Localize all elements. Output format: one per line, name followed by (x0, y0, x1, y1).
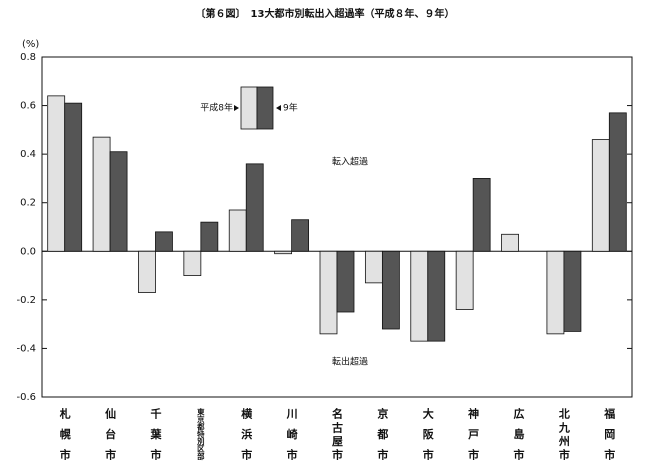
legend-label: 9年 (283, 102, 298, 114)
bar (608, 112, 627, 252)
x-tick-label: 福岡市 (603, 407, 617, 470)
bar (472, 178, 491, 252)
bar (336, 250, 355, 313)
bar (427, 250, 446, 342)
y-tick-label: -0.2 (16, 295, 36, 306)
y-tick-label: 0.6 (20, 101, 36, 112)
bar (138, 250, 156, 293)
x-tick-label: 北九州市 (557, 407, 571, 463)
y-tick-label: 0.0 (20, 246, 36, 257)
bar (319, 250, 338, 335)
bar (591, 139, 610, 252)
x-tick-label: 札幌市 (58, 407, 72, 470)
x-tick-label: 名古屋市 (331, 407, 344, 463)
plot-frame (41, 56, 633, 398)
x-tick-label: 広島市 (512, 407, 525, 470)
y-axis-label: (%) (22, 39, 39, 50)
legend-arrow (234, 105, 239, 111)
bar (155, 231, 173, 252)
y-tick-label: -0.6 (16, 392, 36, 403)
bar (228, 209, 247, 252)
bar (381, 250, 400, 330)
legend-swatch (256, 86, 274, 130)
bar (109, 151, 128, 252)
bar (92, 136, 111, 252)
bar (546, 250, 565, 335)
x-tick-label: 横浜市 (240, 407, 253, 470)
bar (455, 250, 474, 310)
x-tick-label: 神戸市 (467, 407, 480, 470)
x-tick-label: 川崎市 (285, 408, 299, 470)
y-tick-label: 0.4 (20, 149, 36, 160)
bar (501, 233, 519, 252)
x-tick-label: 仙台市 (104, 407, 117, 470)
legend-swatch (240, 86, 258, 130)
bar (274, 250, 293, 255)
annotation: 転入超過 (332, 156, 368, 168)
legend-arrow (276, 105, 281, 111)
bar (291, 219, 310, 252)
x-tick-label: 大阪市 (421, 407, 434, 470)
bar (410, 250, 429, 342)
x-tick-label: 千葉市 (149, 407, 163, 470)
y-tick-label: 0.2 (20, 198, 36, 209)
bar (47, 95, 66, 252)
bar (64, 102, 83, 252)
annotation: 転出超過 (332, 356, 368, 368)
legend-label: 平成8年 (200, 102, 233, 114)
bar (245, 163, 264, 252)
y-tick-label: 0.8 (20, 52, 36, 63)
bar (183, 250, 202, 276)
chart-title: 〔第６図〕 13大都市別転出入超過率（平成８年、９年） (196, 7, 455, 20)
bar (200, 221, 219, 252)
y-tick-label: -0.4 (16, 343, 36, 354)
bar (364, 250, 383, 284)
bar (563, 250, 582, 332)
x-tick-label: 京都市 (376, 407, 390, 470)
x-tick-label: 東京都特別区部 (196, 407, 205, 462)
